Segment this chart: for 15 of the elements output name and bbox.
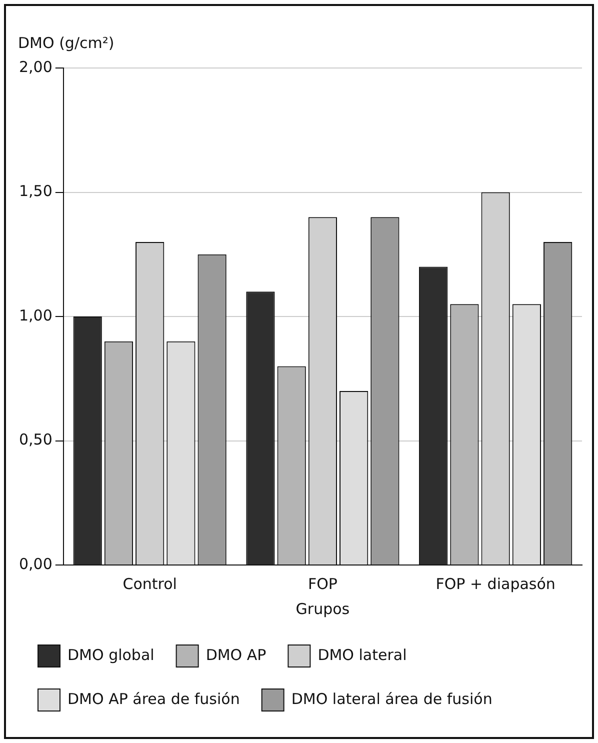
x-tick-label: FOP — [308, 574, 338, 593]
legend-label: DMO AP — [206, 646, 266, 664]
y-tick-label: 2,00 — [18, 58, 52, 76]
y-tick-label: 1,50 — [18, 182, 52, 200]
y-tick-label: 0,50 — [18, 430, 52, 449]
legend-label: DMO lateral — [318, 646, 407, 664]
legend-label: DMO lateral área de fusión — [291, 690, 492, 708]
y-tick-label: 1,00 — [18, 306, 52, 324]
y-tick-label: 0,00 — [18, 554, 52, 573]
x-axis-title: Grupos — [296, 600, 350, 618]
x-tick-label: FOP + diapasón — [436, 574, 556, 593]
y-axis-title: DMO (g/cm²) — [18, 34, 114, 52]
legend-label: DMO AP área de fusión — [68, 690, 240, 708]
x-tick-label: Control — [122, 574, 177, 593]
legend-label: DMO global — [68, 646, 154, 664]
